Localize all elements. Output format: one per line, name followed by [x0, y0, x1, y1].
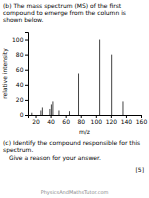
- tick: 40: [47, 115, 55, 125]
- annotation: (c) Identify the compound responsible fo…: [3, 139, 142, 154]
- text-line: Give a reason for your answer.: [9, 154, 101, 162]
- tick-label: 20: [16, 96, 24, 103]
- tick-label: 20: [32, 118, 40, 125]
- tick: 120: [106, 115, 118, 125]
- annotation: Give a reason for your answer.: [9, 154, 101, 162]
- bar: [42, 107, 43, 115]
- tick-label: 60: [16, 66, 24, 73]
- bar: [49, 109, 50, 115]
- tick: 80: [16, 51, 28, 58]
- page-number: [5]: [136, 166, 145, 173]
- bars: [31, 40, 123, 115]
- title: (b) The mass spectrum (MS) of the first …: [3, 2, 128, 23]
- tick-label: 40: [16, 81, 24, 88]
- tick-label: 0: [20, 111, 24, 118]
- tick: 100: [91, 115, 103, 125]
- tick-mark: [25, 115, 28, 116]
- axis-line: [25, 33, 29, 116]
- text-line: shown below.: [3, 16, 43, 23]
- watermark: PhysicsAndMathsTutor.com: [41, 189, 109, 196]
- tick: 40: [16, 81, 28, 88]
- bar: [51, 104, 52, 115]
- page: (b) The mass spectrum (MS) of the first …: [0, 0, 149, 198]
- tick: 80: [77, 115, 85, 125]
- tick-label: 160: [136, 118, 148, 125]
- bar: [111, 55, 112, 115]
- tick: 60: [16, 66, 28, 73]
- tick-label: 80: [16, 51, 24, 58]
- x-axis-label: m/z: [79, 128, 90, 135]
- x-axis: 20 40 60 80 100120140160: [29, 115, 148, 125]
- bar: [69, 111, 70, 115]
- tick: 0: [20, 111, 28, 118]
- tick-label: 80: [77, 118, 85, 125]
- y-axis: 0 20 40 60 80 100: [12, 33, 28, 119]
- bar: [58, 110, 59, 115]
- tick: 100: [12, 36, 28, 43]
- tick: 140: [121, 115, 133, 125]
- tick-mark: [25, 55, 28, 56]
- tick: 60: [62, 115, 70, 125]
- bar: [78, 74, 79, 116]
- tick-mark: [25, 40, 28, 41]
- tick-label: 120: [106, 118, 118, 125]
- tick-label: 40: [47, 118, 55, 125]
- tick-label: 100: [91, 118, 103, 125]
- tick-mark: [25, 85, 28, 86]
- bar: [31, 113, 32, 115]
- tick: 20: [16, 96, 28, 103]
- y-axis-label: relative intensity: [1, 48, 9, 99]
- bar: [99, 40, 100, 115]
- tick-mark: [25, 100, 28, 101]
- bar: [122, 101, 123, 115]
- text-line: spectrum.: [3, 146, 33, 154]
- tick: 160: [136, 115, 148, 125]
- tick-mark: [25, 70, 28, 71]
- bar: [40, 110, 41, 115]
- tick-label: 140: [121, 118, 133, 125]
- bar: [52, 101, 53, 115]
- tick: 20: [32, 115, 40, 125]
- tick-label: 100: [12, 36, 24, 43]
- tick-label: 60: [62, 118, 70, 125]
